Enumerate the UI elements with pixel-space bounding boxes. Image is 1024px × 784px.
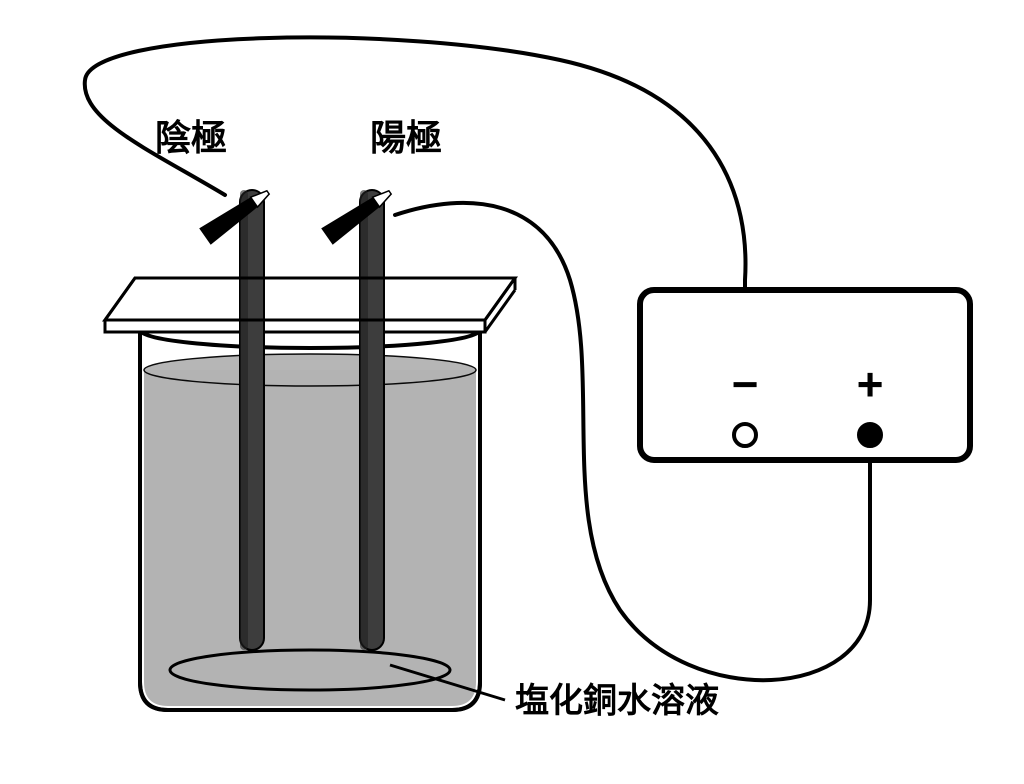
solution-surface [144,354,476,386]
minus-sign: − [732,358,759,410]
minus-terminal [734,424,756,446]
cathode-label: 陰極 [155,117,227,158]
beaker [140,312,480,710]
plus-sign: + [857,358,884,410]
anode-label: 陽極 [370,117,442,158]
power-supply: − + [640,290,970,460]
power-supply-box [640,290,970,460]
cathode-electrode [240,190,264,650]
solution-fill [144,370,476,706]
anode-electrode [360,190,384,650]
plus-terminal [859,424,881,446]
solution-label: 塩化銅水溶液 [515,682,719,720]
electrode-lid [105,278,515,332]
